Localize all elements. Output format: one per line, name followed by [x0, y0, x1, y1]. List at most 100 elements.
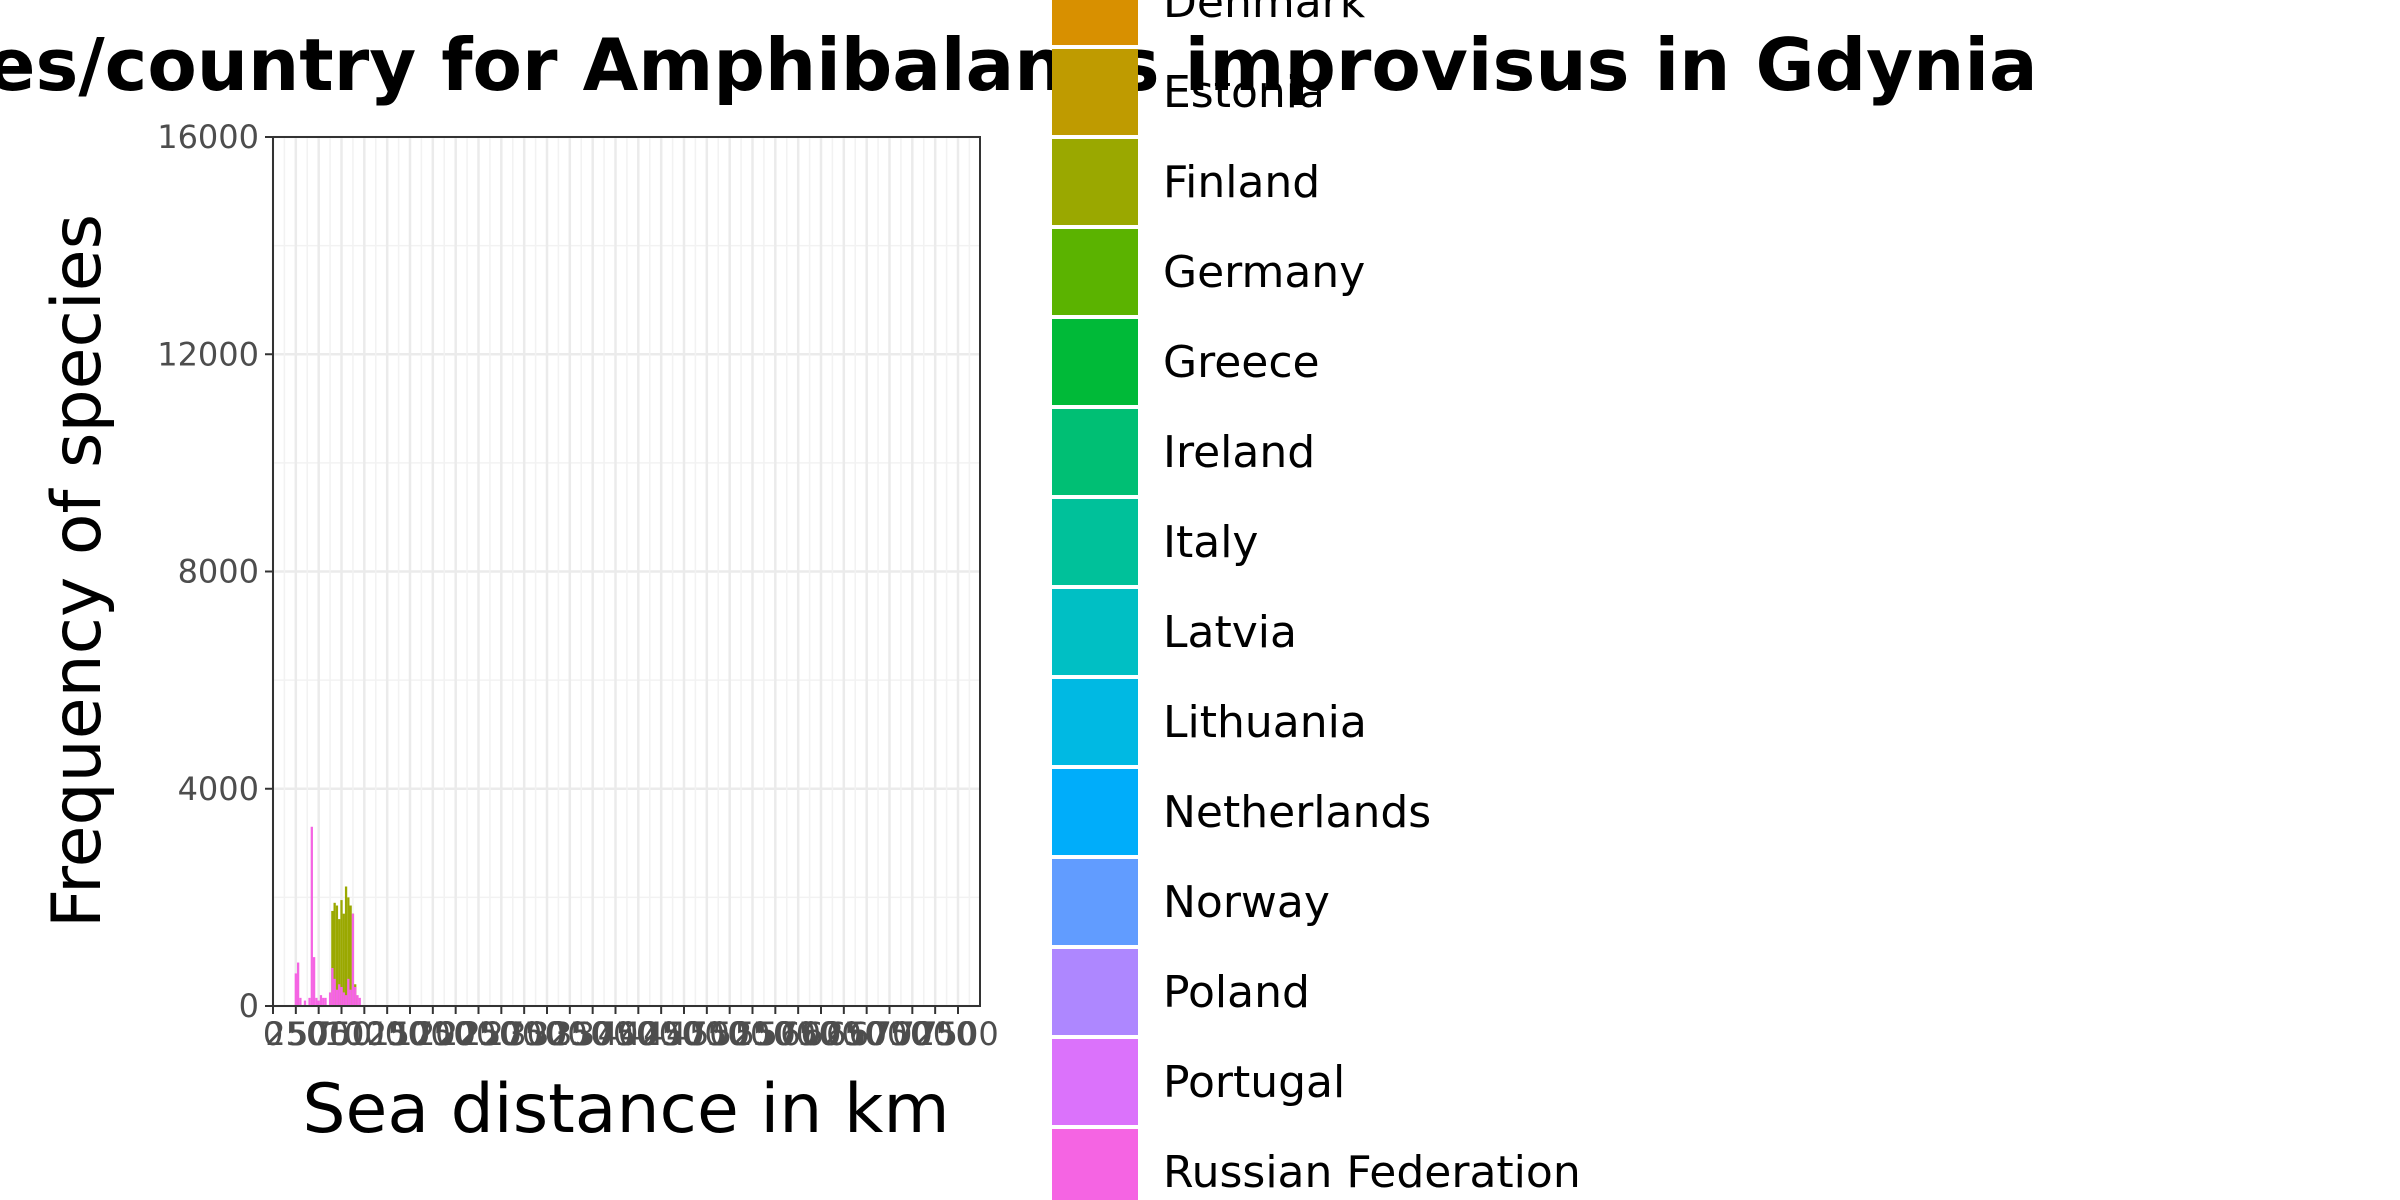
- bar: [303, 1000, 307, 1006]
- bar: [324, 997, 327, 1006]
- bar: [344, 886, 348, 1006]
- bar: [322, 997, 325, 1006]
- bar: [328, 992, 332, 1006]
- bar: [354, 986, 357, 1006]
- x-tick-label: 2250: [438, 1015, 519, 1053]
- x-tick-label: 0: [263, 1015, 283, 1053]
- x-axis: 0250500750100012501500175020002250250027…: [263, 1006, 999, 1053]
- bars: [294, 826, 361, 1006]
- bar: [308, 997, 311, 1006]
- legend-key: [1052, 859, 1138, 945]
- y-axis: 0 4000 8000 12000 16000: [157, 118, 273, 1025]
- bar: [347, 978, 350, 1006]
- x-tick-label: 1500: [369, 1015, 450, 1053]
- bar: [312, 957, 316, 1006]
- y-axis-title: Frequency of species: [38, 214, 117, 928]
- legend-label: Norway: [1163, 877, 1330, 928]
- legend: Denmark Estonia Finland Germany Greece Irelan…: [1052, 0, 1581, 1200]
- bar: [356, 995, 359, 1006]
- legend-label: Poland: [1163, 967, 1310, 1018]
- x-tick-label: 2500: [461, 1015, 542, 1053]
- legend-key: [1052, 229, 1138, 315]
- bar: [342, 913, 345, 1006]
- y-tick-label: 8000: [178, 553, 259, 591]
- bar: [299, 997, 302, 1006]
- x-tick-label: 1250: [346, 1015, 427, 1053]
- legend-label: Latvia: [1163, 607, 1297, 658]
- bar: [296, 962, 300, 1006]
- x-tick-label: 5500: [735, 1015, 816, 1053]
- legend-label: Italy: [1163, 517, 1258, 568]
- bar: [331, 910, 334, 1006]
- x-tick-label: 1750: [392, 1015, 473, 1053]
- bar: [333, 978, 336, 1006]
- legend-label: Portugal: [1163, 1057, 1345, 1108]
- bar: [315, 997, 318, 1006]
- legend-label: Estonia: [1163, 67, 1325, 118]
- bar: [344, 995, 348, 1006]
- legend-label: Germany: [1163, 247, 1365, 298]
- legend-key: [1052, 1129, 1138, 1200]
- bar: [340, 900, 343, 1006]
- x-tick-label: 500: [288, 1015, 349, 1053]
- bar: [338, 984, 341, 1006]
- legend-label: Denmark: [1163, 0, 1366, 28]
- bar: [333, 902, 336, 1006]
- x-tick-label: 250: [265, 1015, 326, 1053]
- x-tick-label: 7250: [894, 1015, 975, 1053]
- x-tick-label: 4750: [666, 1015, 747, 1053]
- legend-key: [1052, 139, 1138, 225]
- x-tick-label: 750: [311, 1015, 372, 1053]
- legend-key: [1052, 679, 1138, 765]
- x-tick-label: 1000: [324, 1015, 405, 1053]
- legend-key: [1052, 1039, 1138, 1125]
- x-tick-label: 2750: [483, 1015, 564, 1053]
- x-tick-label: 6750: [849, 1015, 930, 1053]
- legend-key: [1052, 409, 1138, 495]
- bar: [310, 826, 313, 1006]
- bar: [347, 897, 350, 1006]
- x-tick-label: 6250: [803, 1015, 884, 1053]
- bar: [358, 997, 361, 1006]
- bar: [294, 973, 297, 1006]
- legend-key: [1052, 499, 1138, 585]
- bar: [342, 992, 345, 1006]
- x-tick-label: 7000: [872, 1015, 953, 1053]
- bar: [340, 986, 343, 1006]
- legend-key: [1052, 49, 1138, 135]
- x-tick-label: 5750: [757, 1015, 838, 1053]
- x-tick-label: 3250: [529, 1015, 610, 1053]
- legend-key: [1052, 319, 1138, 405]
- x-tick-label: 4500: [643, 1015, 724, 1053]
- x-tick-label: 7500: [917, 1015, 998, 1053]
- bar: [349, 905, 352, 1006]
- legend-label: Netherlands: [1163, 787, 1431, 838]
- legend-key: [1052, 589, 1138, 675]
- x-tick-label: 6000: [780, 1015, 861, 1053]
- bar: [335, 905, 339, 1006]
- legend-label: Ireland: [1163, 427, 1315, 478]
- x-tick-label: 4250: [620, 1015, 701, 1053]
- y-tick-label: 0: [239, 987, 259, 1025]
- legend-label: Finland: [1163, 157, 1320, 208]
- x-axis-title: Sea distance in km: [302, 1070, 949, 1149]
- y-tick-label: 12000: [157, 335, 259, 373]
- bar: [349, 989, 352, 1006]
- x-tick-label: 5000: [689, 1015, 770, 1053]
- bar: [338, 919, 341, 1006]
- x-tick-label: 5250: [712, 1015, 793, 1053]
- bar: [351, 913, 355, 1006]
- bar: [319, 995, 323, 1006]
- x-tick-label: 3500: [552, 1015, 633, 1053]
- x-tick-label: 4000: [598, 1015, 679, 1053]
- x-tick-label: 2000: [415, 1015, 496, 1053]
- y-tick-label: 4000: [178, 770, 259, 808]
- x-tick-label: 6500: [826, 1015, 907, 1053]
- legend-label: Lithuania: [1163, 697, 1367, 748]
- chart-title: Distances/country for Amphibalanus impro…: [0, 23, 2038, 107]
- legend-key: [1052, 0, 1138, 45]
- x-tick-label: 3750: [575, 1015, 656, 1053]
- legend-label: Russian Federation: [1163, 1147, 1581, 1198]
- legend-key: [1052, 949, 1138, 1035]
